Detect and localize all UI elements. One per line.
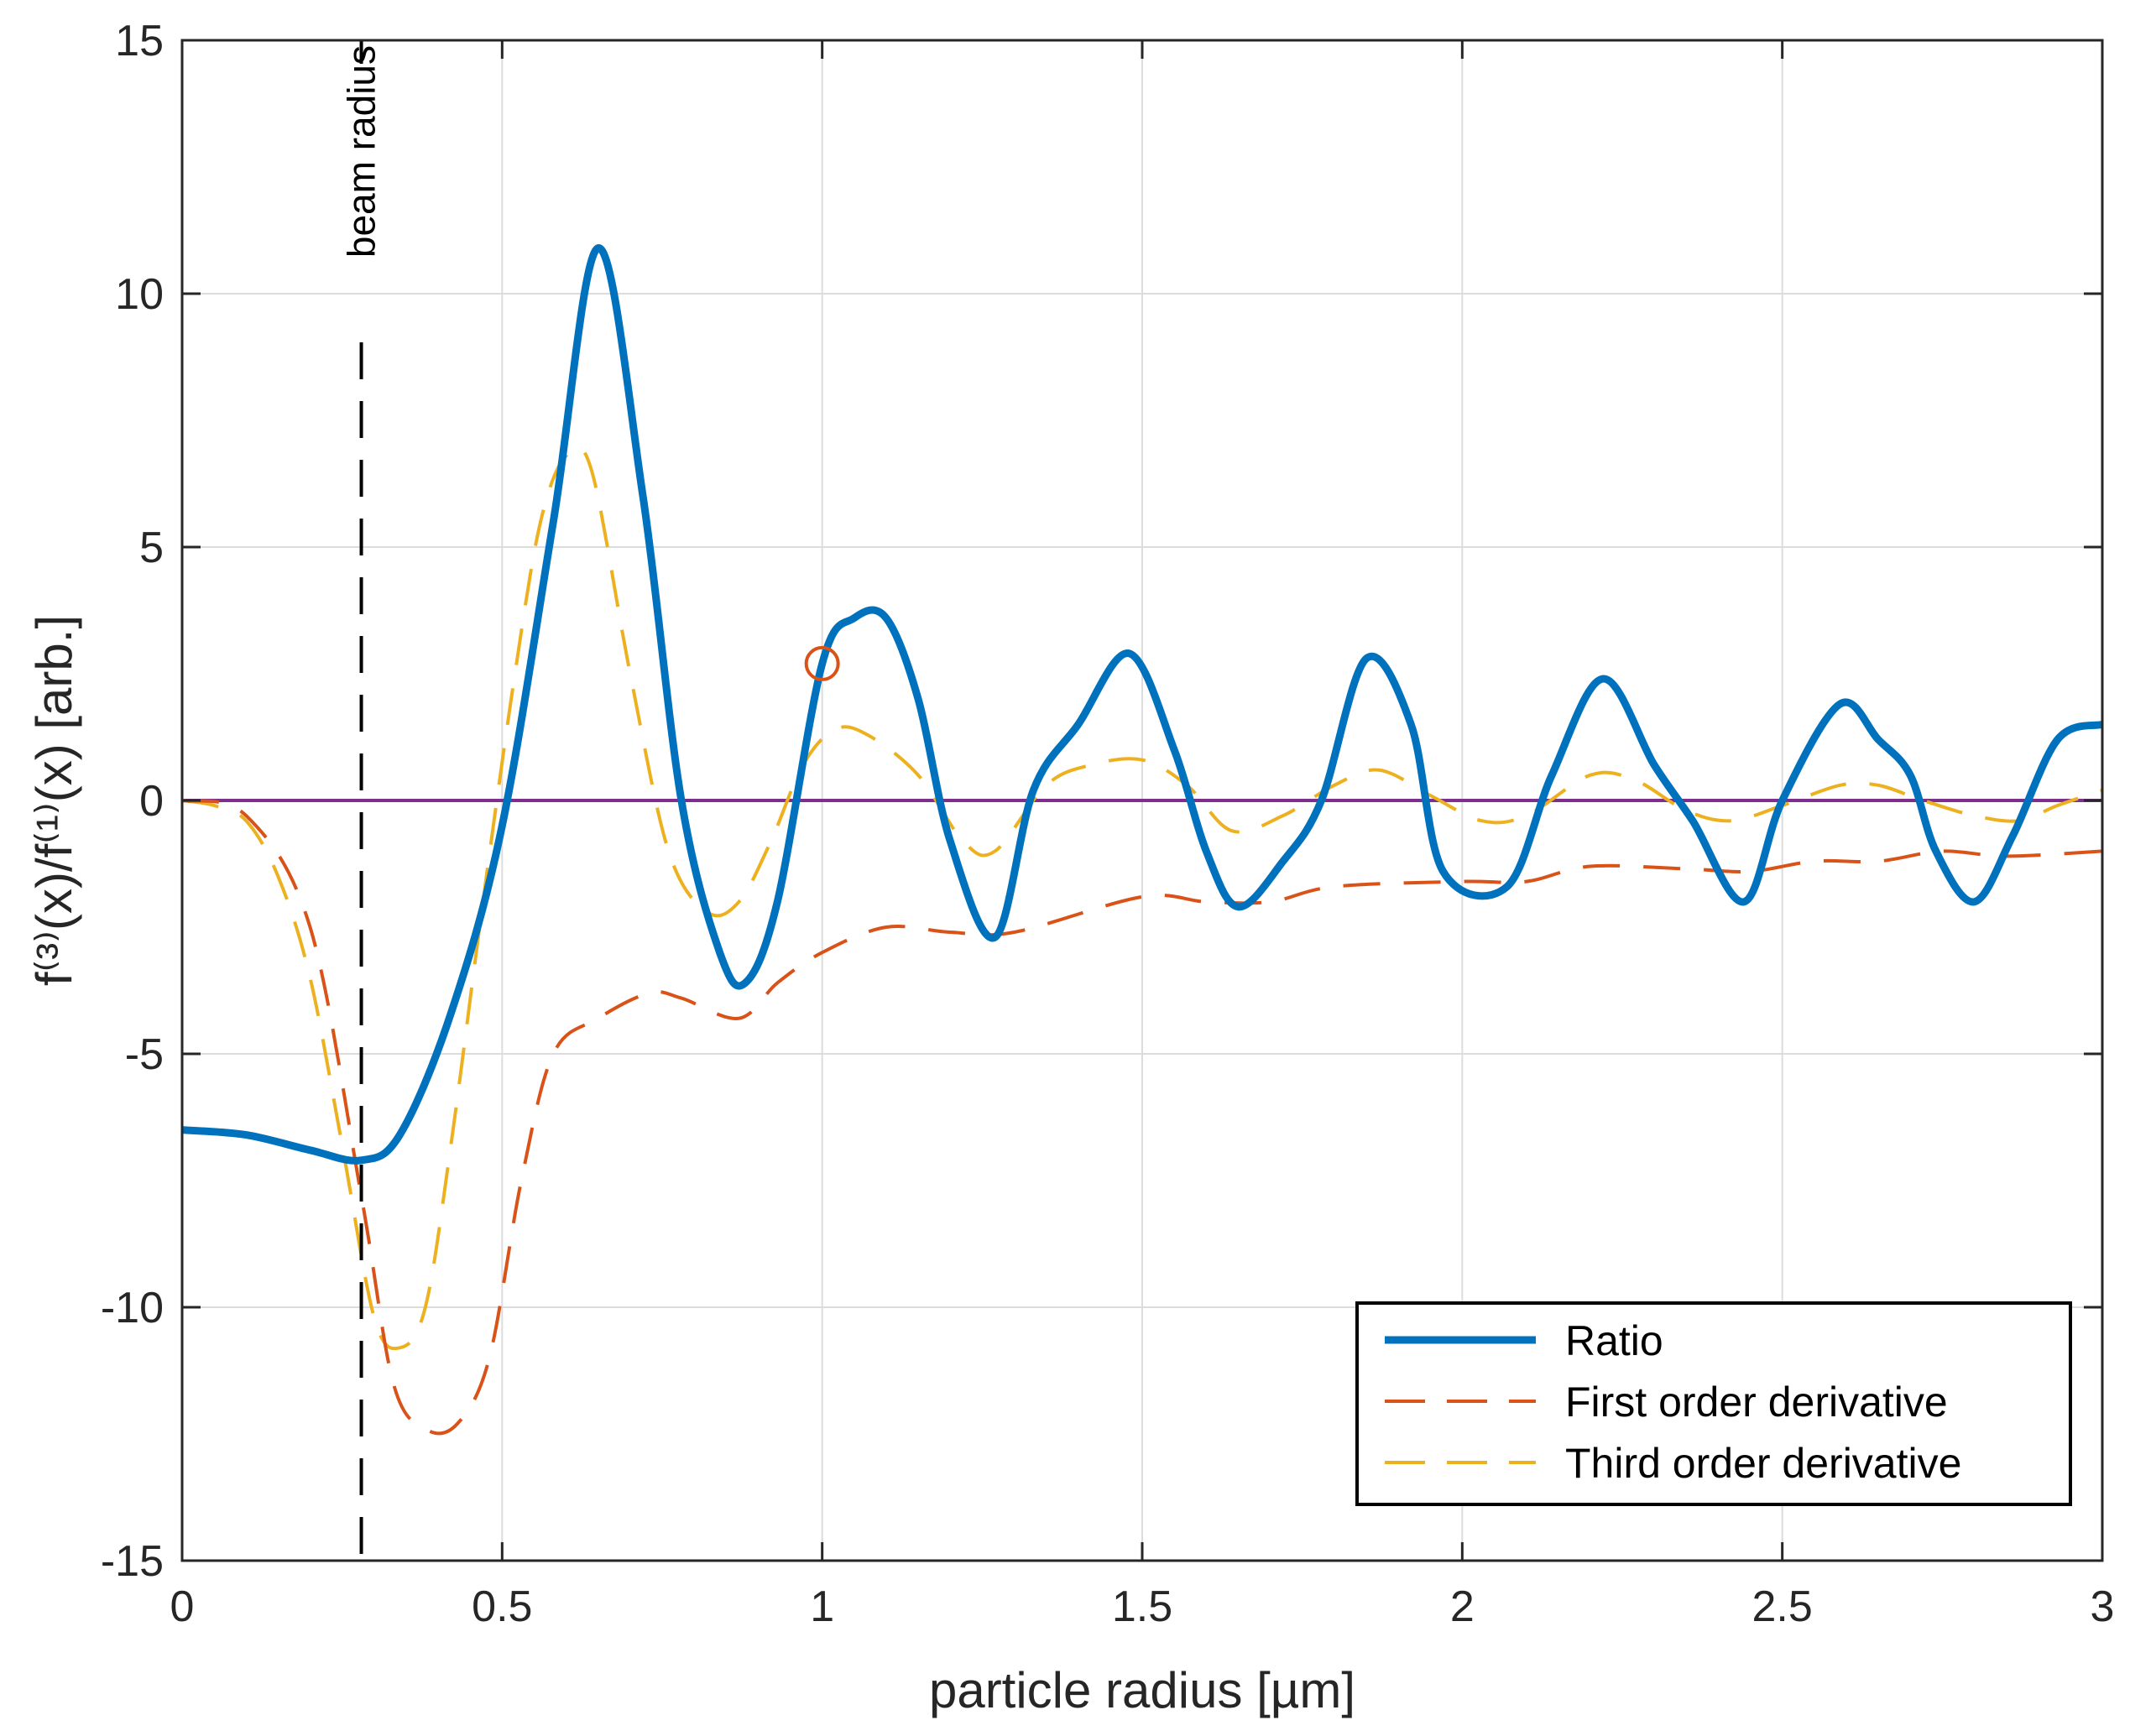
x-axis-title: particle radius [µm]: [929, 1662, 1355, 1718]
x-tick-label: 3: [2091, 1582, 2115, 1631]
marker-circle: [804, 645, 840, 681]
x-tick-label: 1: [810, 1582, 834, 1631]
y-tick-label: -15: [101, 1537, 164, 1586]
x-tick-label: 2.5: [1752, 1582, 1813, 1631]
y-tick-label: -10: [101, 1284, 164, 1332]
series-ratio: [182, 244, 2102, 1165]
beam-radius-label: beam radius: [340, 45, 384, 258]
y-axis-title: f⁽³⁾(x)/f⁽¹⁾(x) [arb.]: [26, 615, 82, 986]
y-tick-label: 0: [139, 777, 164, 826]
legend-label-third-order: Third order derivative: [1565, 1440, 1961, 1487]
y-tick-label: -5: [125, 1030, 164, 1079]
y-tick-label: 15: [115, 17, 164, 65]
series-layer: [182, 244, 2102, 1436]
x-tick-label: 1.5: [1112, 1582, 1172, 1631]
ticks: 0 0.5 1 1.5 2 2.5 3 -15 -10 -5 0 5 10 15: [101, 17, 2115, 1631]
y-tick-label: 10: [115, 270, 164, 319]
x-tick-label: 0.5: [472, 1582, 532, 1631]
x-tick-label: 0: [170, 1582, 195, 1631]
series-first-order-derivative: [182, 799, 2102, 1436]
x-tick-label: 2: [1450, 1582, 1475, 1631]
y-tick-label: 5: [139, 524, 164, 572]
legend-label-first-order: First order derivative: [1565, 1379, 1948, 1426]
annotation-layer: beam radius: [340, 40, 840, 1561]
legend-label-ratio: Ratio: [1565, 1317, 1663, 1364]
legend: Ratio First order derivative Third order…: [1355, 1301, 2072, 1506]
